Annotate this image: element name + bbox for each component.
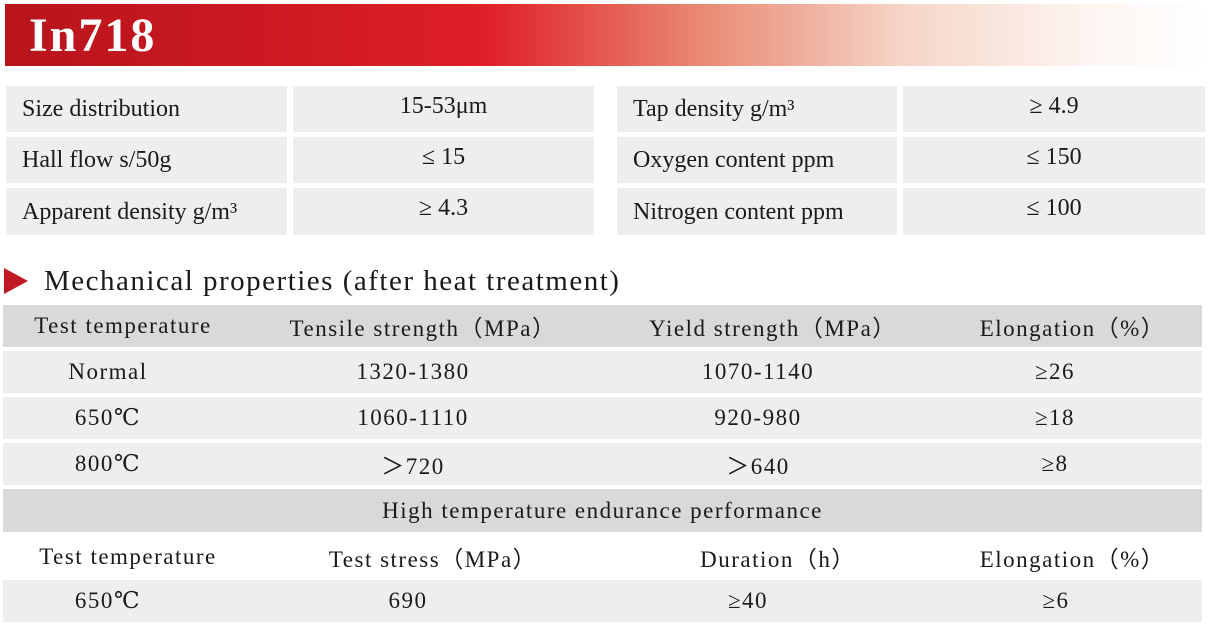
title-banner: In718	[5, 4, 1208, 66]
table-cell: ≥8	[1041, 451, 1069, 476]
property-label: Oxygen content ppm	[617, 137, 897, 183]
table-row: 650℃ 690 ≥40 ≥6	[3, 580, 1202, 622]
table-cell: 920-980	[714, 405, 802, 430]
property-label: Apparent density g/m³	[6, 188, 287, 235]
column-header: Elongation（%）	[979, 316, 1166, 341]
table-cell: 1060-1110	[357, 405, 469, 430]
property-value: ≤ 15	[293, 137, 594, 183]
table-cell: 800℃	[74, 451, 142, 476]
property-value: ≥ 4.9	[903, 86, 1205, 132]
table-cell: 650℃	[74, 588, 142, 613]
table-cell: ＞640	[726, 454, 790, 479]
table-cell: ≥6	[1042, 588, 1070, 613]
endurance-title: High temperature endurance performance	[3, 489, 1202, 532]
triangle-bullet-icon	[4, 268, 28, 294]
table-row: Normal 1320-1380 1070-1140 ≥26	[3, 351, 1202, 393]
table-header-row: Test temperature Test stress（MPa） Durati…	[3, 536, 1202, 578]
column-header: Tensile strength（MPa）	[289, 316, 557, 341]
column-header: Test temperature	[39, 544, 217, 569]
property-value: ≤ 100	[903, 188, 1205, 235]
property-label: Hall flow s/50g	[6, 137, 287, 183]
property-value: ≥ 4.3	[293, 188, 594, 235]
column-header: Duration（h）	[700, 547, 856, 572]
table-cell: ＞720	[381, 454, 445, 479]
page-title: In718	[29, 9, 157, 62]
section-title: Mechanical properties (after heat treatm…	[44, 265, 621, 297]
table-cell: ≥26	[1034, 359, 1076, 384]
table-cell: ≥18	[1034, 405, 1076, 430]
property-label: Tap density g/m³	[617, 86, 897, 132]
property-label: Nitrogen content ppm	[617, 188, 897, 235]
table-cell: 650℃	[74, 405, 142, 430]
table-header-row: Test temperature Tensile strength（MPa） Y…	[3, 305, 1202, 347]
property-value: ≤ 150	[903, 137, 1205, 183]
property-label: Size distribution	[6, 86, 287, 132]
table-cell: 1070-1140	[701, 359, 815, 384]
table-row: 800℃ ＞720 ＞640 ≥8	[3, 443, 1202, 485]
table-cell: 1320-1380	[356, 359, 470, 384]
section-heading: Mechanical properties (after heat treatm…	[0, 262, 800, 302]
property-value: 15-53μm	[293, 86, 594, 132]
table-cell: 690	[388, 588, 428, 613]
table-cell: ≥40	[727, 588, 769, 613]
table-cell: Normal	[68, 359, 148, 384]
column-header: Elongation（%）	[979, 547, 1166, 572]
table-row: 650℃ 1060-1110 920-980 ≥18	[3, 397, 1202, 439]
column-header: Test temperature	[34, 313, 212, 338]
column-header: Test stress（MPa）	[328, 547, 538, 572]
column-header: Yield strength（MPa）	[649, 316, 897, 341]
